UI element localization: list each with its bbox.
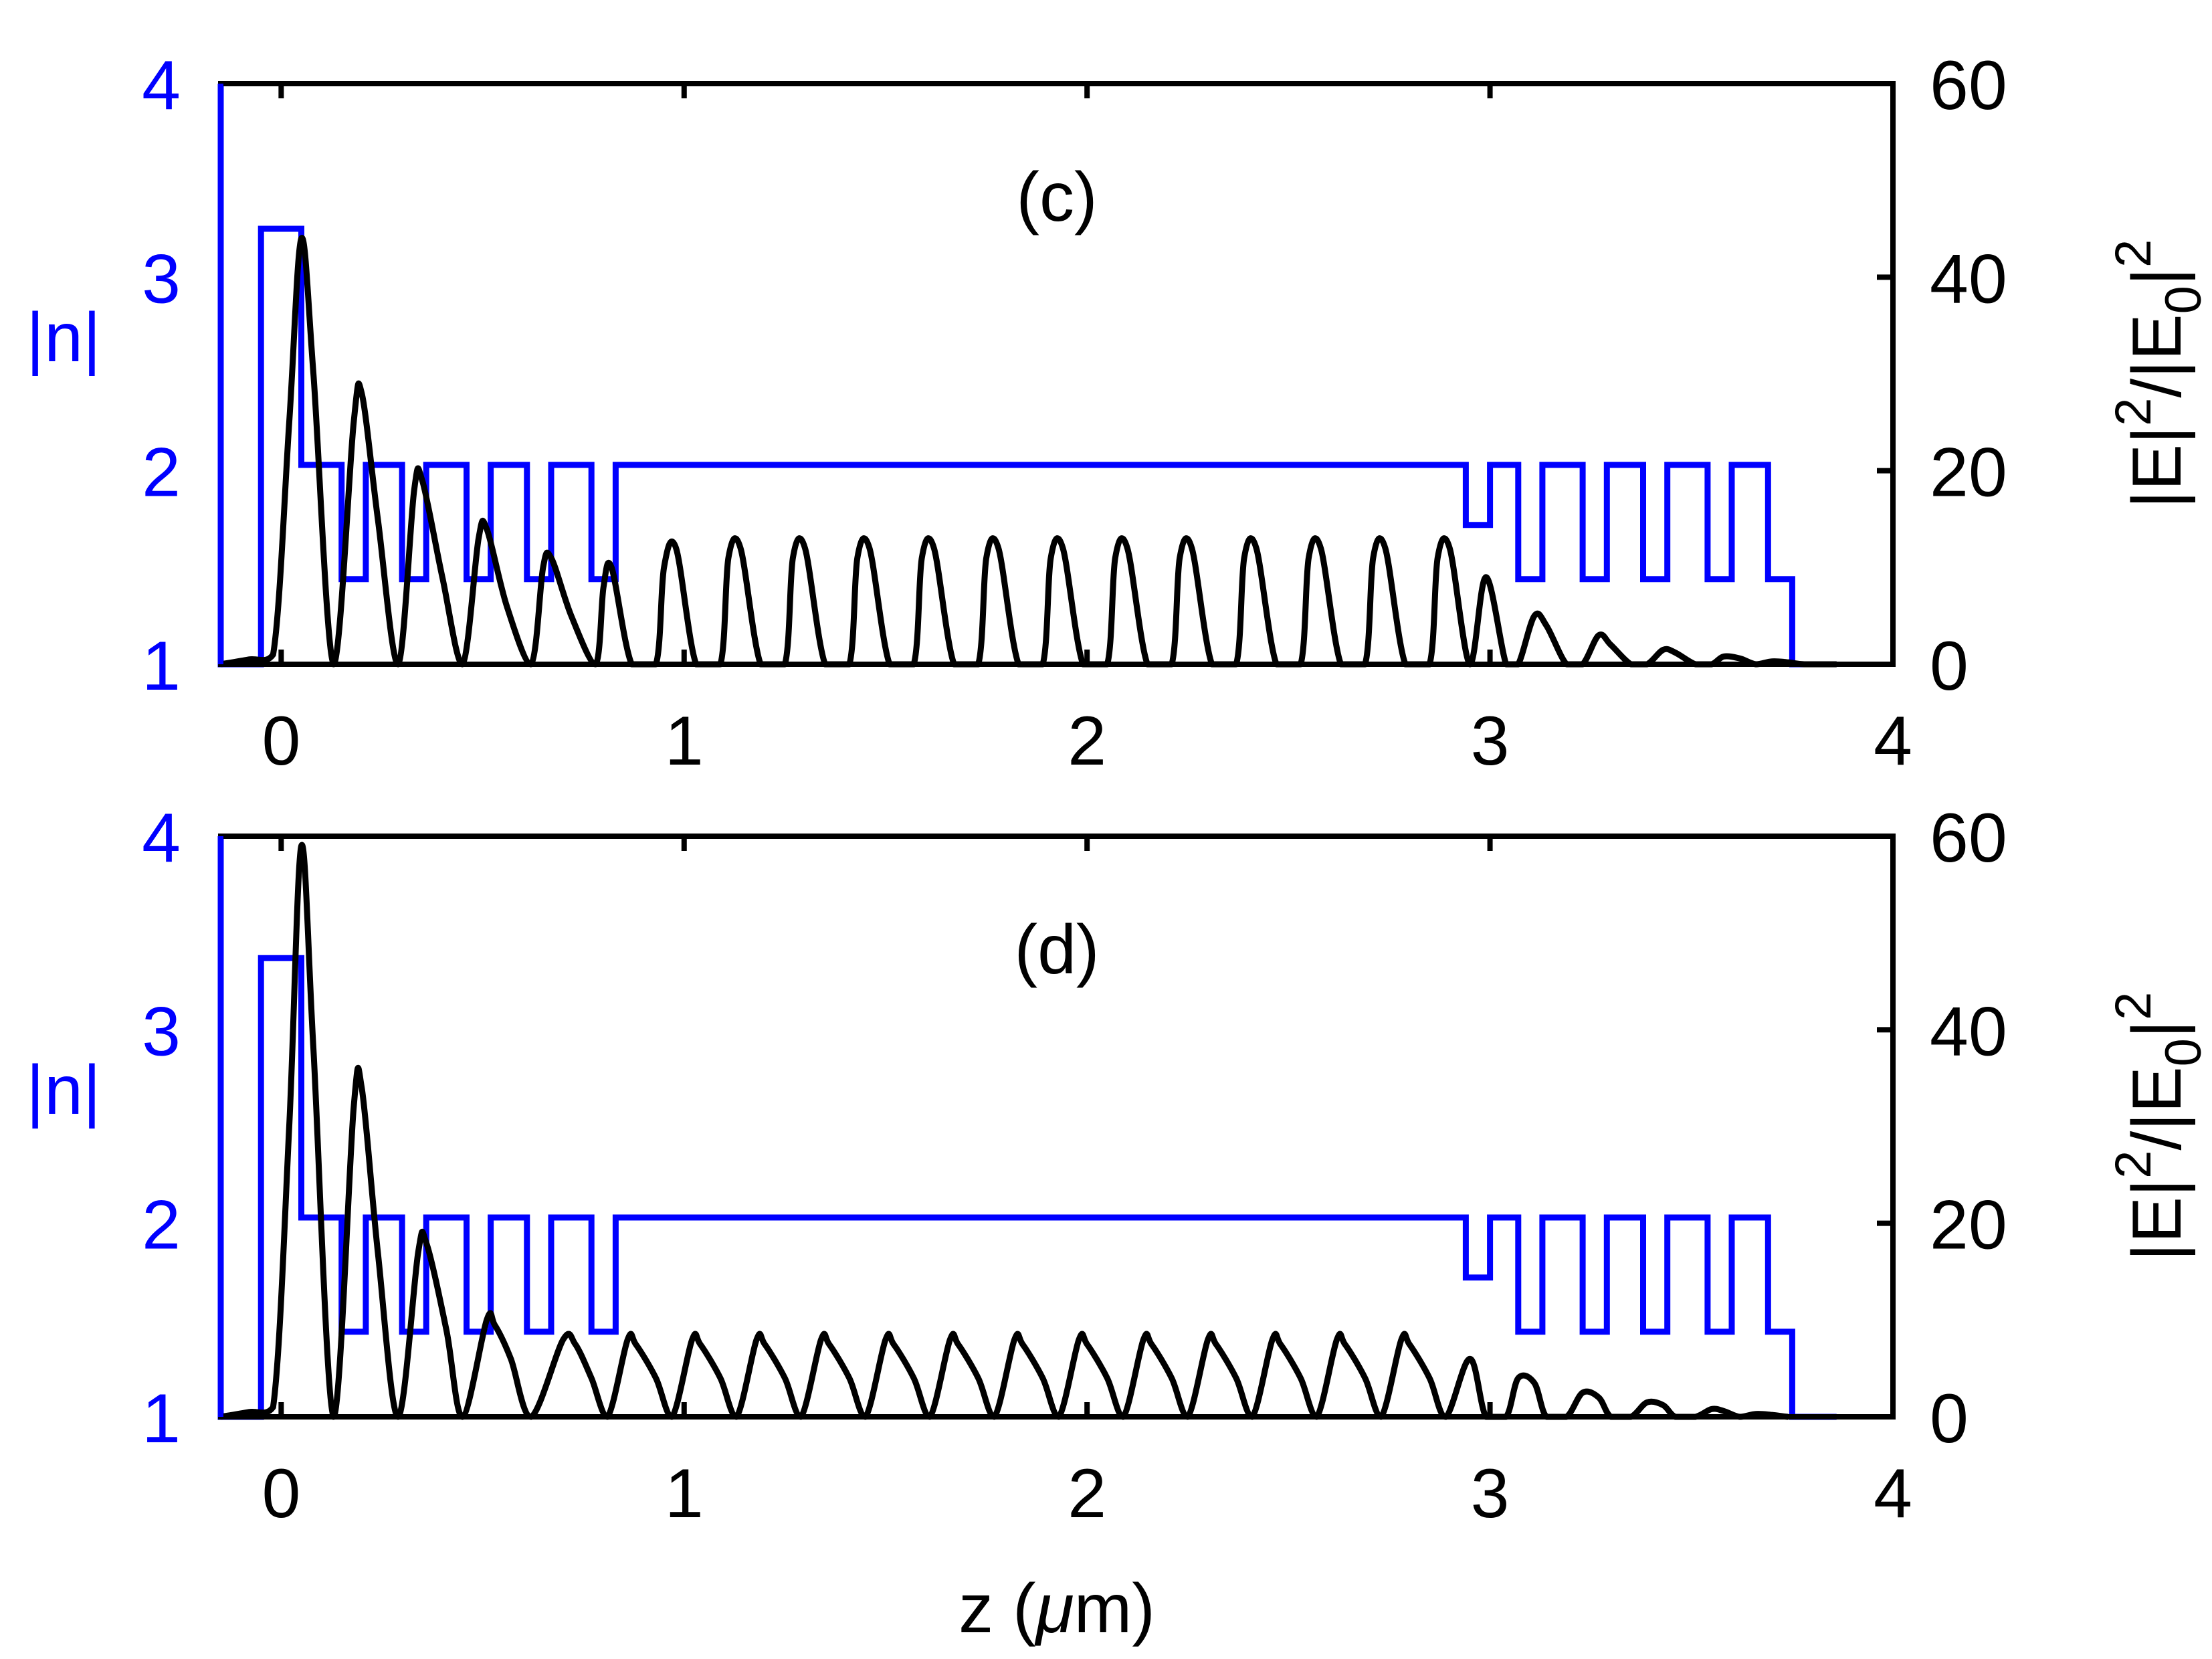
panel-c-x-tick-label: 3 <box>1471 702 1510 780</box>
panel-c-right-label-sub: 0 <box>2155 286 2212 314</box>
x-axis-label-mu: μ <box>1034 1570 1074 1648</box>
panel-d-right-tick-label: 60 <box>1930 799 2007 877</box>
panel-c-x-tick-label: 1 <box>665 702 704 780</box>
panel-c-left-tick-label: 3 <box>142 240 181 318</box>
panel-d-x-tick-label: 2 <box>1068 1455 1106 1533</box>
panel-c-panel-label: (c) <box>1016 159 1097 236</box>
panel-d-left-tick-label: 4 <box>142 799 181 877</box>
panel-d-right-axis-label: |E|2/|E0|2 <box>2105 992 2212 1262</box>
panel-c-right-label-sup2: 2 <box>2105 239 2162 268</box>
x-axis-label-start: z ( <box>959 1570 1036 1648</box>
panel-c-right-tick-label: 60 <box>1930 47 2007 124</box>
panel-c-index-profile-line <box>217 84 1837 668</box>
panel-c-right-label-mid: /|E <box>2118 314 2196 397</box>
panel-c-x-tick-label: 0 <box>262 702 300 780</box>
panel-d-x-tick-label: 3 <box>1471 1455 1510 1533</box>
panel-d-left-tick-label: 3 <box>142 993 181 1070</box>
panel-d-x-tick-label: 1 <box>665 1455 704 1533</box>
panel-d-index-profile-line <box>217 836 1837 1420</box>
panel-c-right-tick-label: 20 <box>1930 434 2007 512</box>
panel-c-right-axis-label: |E|2/|E0|2 <box>2105 239 2212 509</box>
panel-c-left-tick-label: 4 <box>142 47 181 124</box>
panel-c-right-label-sup1: 2 <box>2105 398 2162 426</box>
panel-d-panel-label: (d) <box>1014 911 1099 989</box>
panel-c-x-tick-label: 4 <box>1874 702 1912 780</box>
x-axis-label-end: m) <box>1074 1570 1155 1648</box>
panel-d-right-label-close: | <box>2118 1020 2196 1038</box>
panel-d-x-tick-label: 0 <box>262 1455 300 1533</box>
panel-c-x-tick-label: 2 <box>1068 702 1106 780</box>
panel-c-right-label-base: |E| <box>2118 426 2196 508</box>
panel-c-right-label-close: | <box>2118 268 2196 286</box>
x-axis-label: z (μm) <box>959 1570 1155 1648</box>
panel-d-x-tick-label: 4 <box>1874 1455 1912 1533</box>
panel-c-left-tick-label: 1 <box>142 627 181 705</box>
panel-d-left-tick-label: 2 <box>142 1187 181 1264</box>
panel-d-right-label-mid: /|E <box>2118 1066 2196 1150</box>
panel-d-right-tick-label: 20 <box>1930 1187 2007 1264</box>
panel-d-right-label-sup1: 2 <box>2105 1151 2162 1179</box>
panel-c-right-tick-label: 0 <box>1930 627 1969 705</box>
panel-d-left-axis-label: |n| <box>26 1052 101 1129</box>
panel-d-right-label-sup2: 2 <box>2105 992 2162 1020</box>
panel-c-left-tick-label: 2 <box>142 434 181 512</box>
panel-d-left-tick-label: 1 <box>142 1380 181 1458</box>
panel-c-left-axis-label: |n| <box>26 299 101 377</box>
panel-c-right-tick-label: 40 <box>1930 240 2007 318</box>
panel-d-right-tick-label: 40 <box>1930 993 2007 1070</box>
panel-d-right-label-base: |E| <box>2118 1179 2196 1261</box>
panel-d-right-tick-label: 0 <box>1930 1380 1969 1458</box>
panel-d-right-label-sub: 0 <box>2155 1038 2212 1066</box>
